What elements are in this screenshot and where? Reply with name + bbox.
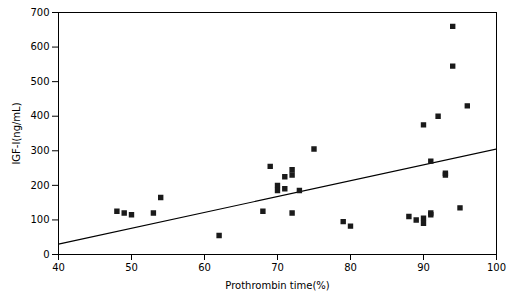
svg-text:60: 60 (198, 262, 211, 273)
svg-text:600: 600 (30, 41, 49, 52)
svg-text:500: 500 (30, 76, 49, 87)
svg-text:300: 300 (30, 145, 49, 156)
svg-text:70: 70 (271, 262, 284, 273)
svg-text:90: 90 (417, 262, 430, 273)
svg-text:50: 50 (125, 262, 138, 273)
svg-text:0: 0 (43, 249, 49, 260)
svg-text:Prothrombin time(%): Prothrombin time(%) (225, 280, 330, 291)
svg-text:200: 200 (30, 180, 49, 191)
svg-text:40: 40 (52, 262, 65, 273)
svg-text:100: 100 (487, 262, 506, 273)
svg-text:100: 100 (30, 214, 49, 225)
svg-text:700: 700 (30, 7, 49, 18)
svg-text:IGF-I(ng/mL): IGF-I(ng/mL) (11, 102, 22, 164)
svg-text:400: 400 (30, 110, 49, 121)
svg-text:80: 80 (344, 262, 357, 273)
